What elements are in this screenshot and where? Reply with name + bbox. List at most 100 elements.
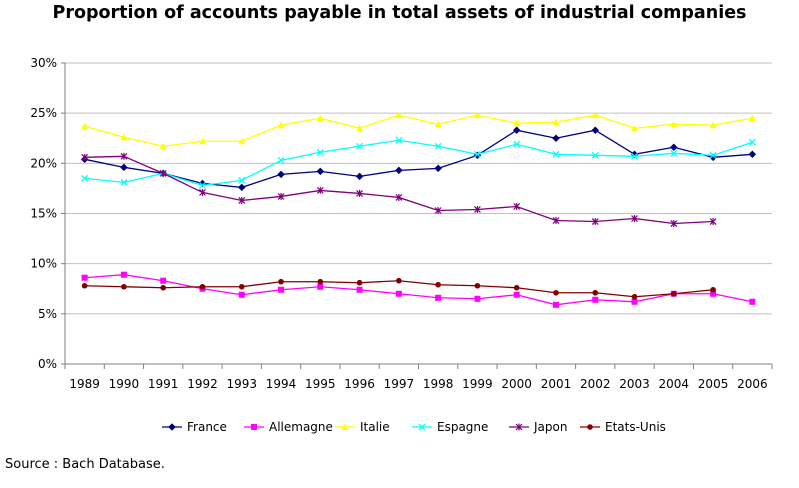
data-point bbox=[434, 142, 442, 150]
y-tick-label: 10% bbox=[30, 257, 57, 271]
x-tick-label: 2006 bbox=[737, 377, 768, 391]
y-tick-label: 15% bbox=[30, 207, 57, 221]
data-point bbox=[749, 298, 756, 305]
x-tick-label: 1995 bbox=[305, 377, 336, 391]
series-espagne bbox=[81, 136, 756, 189]
data-point bbox=[120, 271, 127, 278]
data-point bbox=[316, 167, 325, 176]
data-point bbox=[278, 278, 284, 285]
legend-item-japon: Japon bbox=[509, 420, 567, 434]
data-point bbox=[473, 151, 482, 160]
data-point bbox=[748, 138, 756, 146]
source-note: Source : Bach Database. bbox=[5, 457, 165, 472]
data-point bbox=[277, 170, 285, 179]
data-point bbox=[396, 277, 402, 284]
data-point bbox=[237, 183, 246, 192]
data-point bbox=[120, 133, 128, 141]
legend-marker bbox=[341, 423, 349, 430]
data-point bbox=[670, 220, 678, 228]
data-point bbox=[473, 111, 481, 119]
data-point bbox=[238, 176, 246, 184]
legend-label: Italie bbox=[360, 420, 390, 434]
legend-marker bbox=[251, 424, 257, 430]
x-tick-label: 1994 bbox=[266, 377, 297, 391]
data-point bbox=[552, 301, 559, 308]
data-point bbox=[356, 124, 364, 132]
data-point bbox=[356, 189, 364, 197]
data-point bbox=[81, 282, 88, 289]
x-tick-label: 1990 bbox=[109, 377, 140, 391]
series-line-italie bbox=[84, 114, 753, 147]
x-tick-label: 2001 bbox=[541, 377, 572, 391]
legend-label: France bbox=[187, 420, 227, 434]
legend-marker bbox=[168, 423, 176, 431]
data-point bbox=[435, 294, 442, 301]
data-point bbox=[356, 142, 364, 150]
series-line-allemagne bbox=[84, 274, 753, 306]
x-tick-label: 1989 bbox=[69, 377, 100, 391]
data-point bbox=[434, 120, 442, 128]
data-point bbox=[553, 289, 559, 296]
data-point bbox=[356, 279, 363, 286]
data-point bbox=[81, 122, 89, 130]
data-point bbox=[709, 151, 717, 159]
data-point bbox=[710, 290, 717, 297]
data-point bbox=[670, 120, 678, 128]
data-point bbox=[631, 152, 638, 160]
data-point bbox=[238, 283, 245, 290]
data-point bbox=[81, 274, 88, 281]
data-point bbox=[552, 150, 560, 158]
chart-title: Proportion of accounts payable in total … bbox=[52, 3, 747, 23]
data-point bbox=[238, 291, 245, 298]
data-point bbox=[121, 283, 127, 290]
gridlines bbox=[65, 62, 772, 315]
x-tick-label: 1997 bbox=[384, 377, 415, 391]
data-point bbox=[473, 150, 481, 158]
legend-marker bbox=[418, 423, 426, 431]
axes: 0% 5% 10% 15% 20% 25% 30% 1989 1990 1991 1992 1993 1… bbox=[30, 56, 773, 391]
data-point bbox=[631, 293, 638, 300]
data-point bbox=[317, 283, 324, 290]
data-point bbox=[709, 218, 717, 226]
legend-label: Allemagne bbox=[269, 420, 333, 434]
x-tick-label: 2004 bbox=[659, 377, 690, 391]
legend-marker bbox=[587, 424, 593, 430]
legend-item-france: France bbox=[162, 420, 227, 434]
data-point bbox=[81, 153, 89, 161]
data-point bbox=[473, 205, 481, 213]
y-tick-label: 0% bbox=[38, 357, 57, 371]
data-point bbox=[670, 149, 678, 157]
x-tick-label: 2005 bbox=[698, 377, 729, 391]
data-point bbox=[669, 143, 678, 152]
data-point bbox=[316, 114, 324, 122]
data-point bbox=[631, 298, 638, 305]
data-point bbox=[474, 295, 481, 302]
data-point bbox=[160, 277, 167, 284]
data-point bbox=[513, 140, 521, 148]
data-point bbox=[159, 169, 167, 177]
x-tick-label: 1991 bbox=[148, 377, 179, 391]
data-point bbox=[355, 172, 364, 181]
data-point bbox=[592, 289, 599, 296]
legend-item-italie: Italie bbox=[335, 420, 390, 434]
x-tick-label: 2000 bbox=[501, 377, 532, 391]
legend-label: Japon bbox=[533, 420, 567, 434]
data-point bbox=[316, 186, 324, 194]
legend: France Allemagne Italie Espagne Japon Etats-U… bbox=[162, 420, 666, 434]
data-point bbox=[434, 164, 442, 173]
data-point bbox=[671, 290, 677, 297]
data-point bbox=[159, 142, 167, 150]
data-point bbox=[356, 286, 363, 293]
data-point bbox=[277, 156, 285, 164]
data-point bbox=[748, 150, 757, 159]
data-point bbox=[591, 151, 599, 159]
data-point bbox=[199, 181, 206, 189]
data-point bbox=[120, 178, 128, 186]
data-point bbox=[592, 296, 599, 303]
data-point bbox=[199, 283, 206, 290]
data-point bbox=[395, 290, 402, 297]
series-group bbox=[80, 111, 757, 308]
data-point bbox=[748, 114, 756, 122]
x-tick-label: 1998 bbox=[423, 377, 454, 391]
data-point bbox=[277, 121, 285, 129]
